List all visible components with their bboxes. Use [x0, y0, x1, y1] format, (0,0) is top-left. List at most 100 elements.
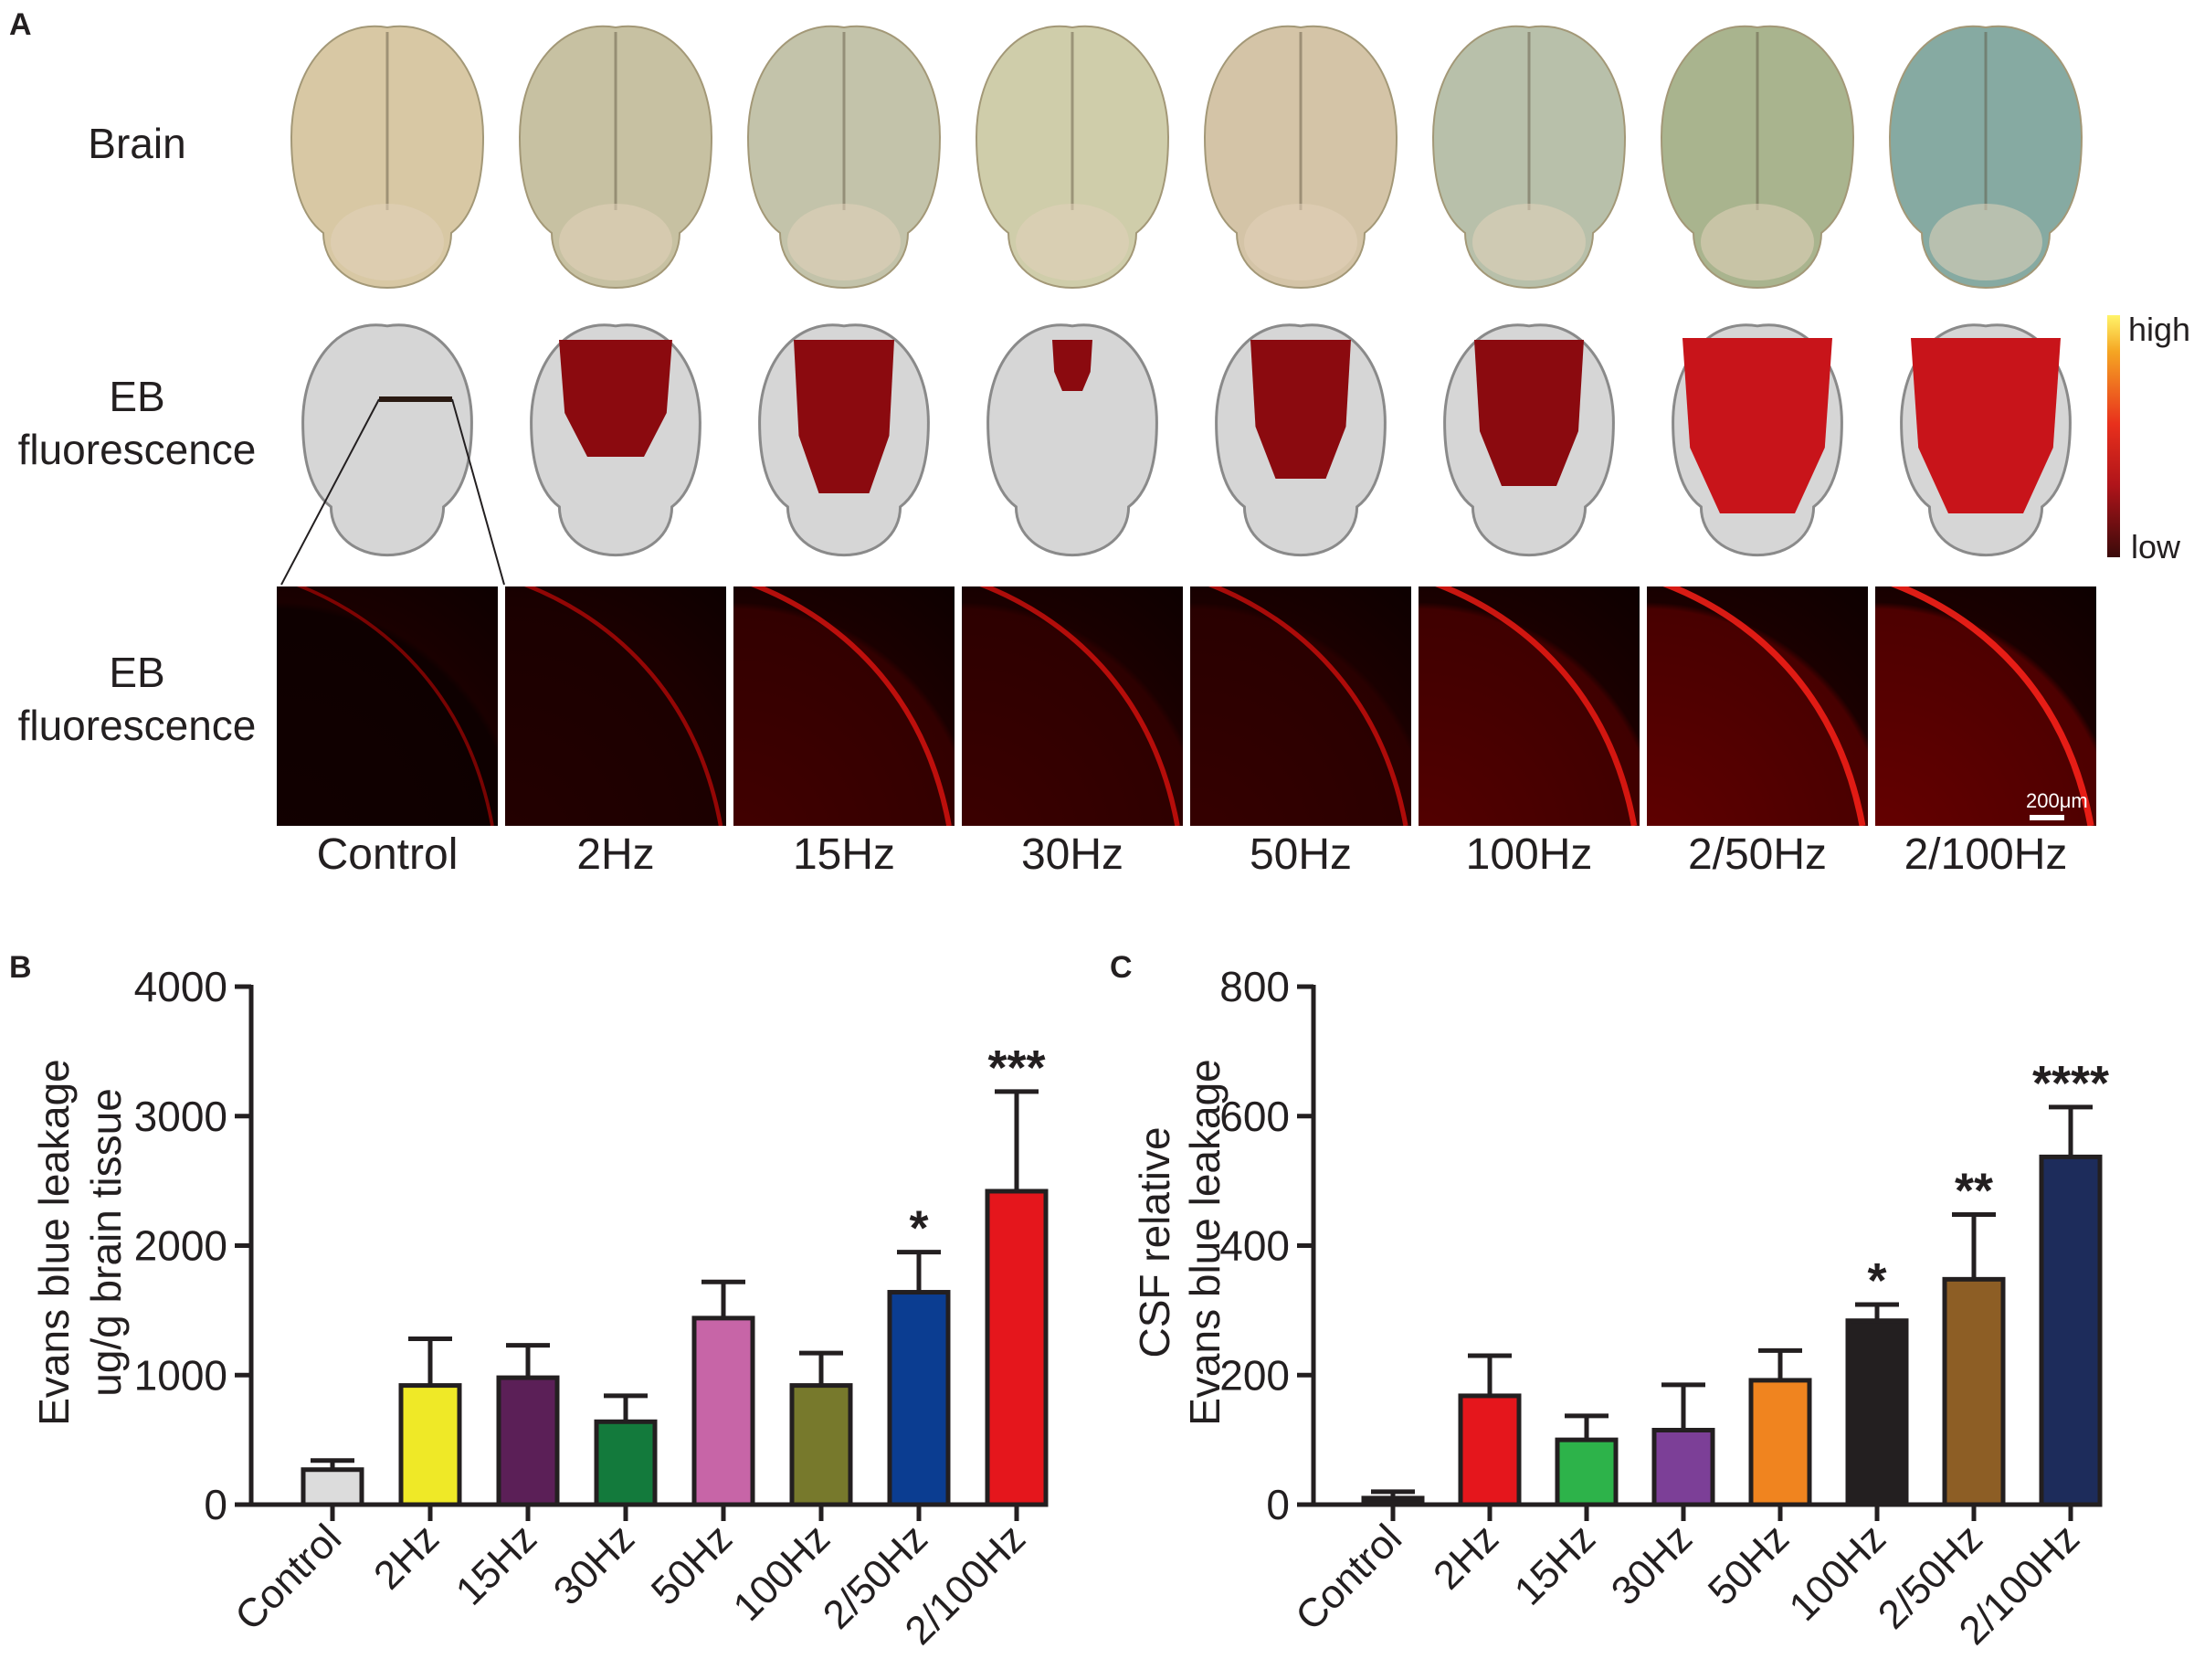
y-tick-label: 0	[204, 1481, 227, 1528]
bar	[2039, 1154, 2103, 1507]
fluorescence-section-tile	[1419, 586, 1640, 826]
eb-fluorescence-region	[1682, 338, 1832, 513]
eb-fluorescence-region	[794, 340, 894, 493]
bar	[496, 1375, 560, 1507]
bar	[985, 1189, 1049, 1507]
scale-bar	[2030, 815, 2064, 820]
x-tick-label: 2Hz	[365, 1516, 448, 1598]
group-label: 100Hz	[1465, 830, 1593, 879]
y-tick-label: 0	[1266, 1481, 1290, 1528]
group-label: 2/50Hz	[1687, 830, 1828, 879]
bar	[301, 1467, 364, 1507]
eb-fluorescence-region	[1052, 340, 1092, 391]
chart-c: 0 200 400 600 800 CSF relative Evans blue leak…	[1131, 963, 2109, 1654]
bar	[789, 1383, 853, 1507]
fluorescence-section-tile	[1190, 586, 1411, 826]
y-axis-label-line1: CSF relative	[1131, 1126, 1178, 1358]
x-tick-label: Control	[227, 1516, 350, 1639]
bar	[1651, 1427, 1715, 1507]
cortex-edge-signal	[1891, 586, 2094, 826]
row-label-eb-fluorescence-section: EB fluorescence	[17, 649, 257, 749]
y-tick-label: 1000	[134, 1351, 227, 1399]
y-axis-label-line2: Evans blue leakage	[1181, 1059, 1229, 1426]
significance-label: ****	[2032, 1056, 2109, 1111]
y-tick-label: 400	[1219, 1222, 1290, 1270]
y-tick-label: 200	[1219, 1351, 1290, 1399]
group-label: Control	[316, 830, 459, 879]
x-tick-label: 30Hz	[545, 1516, 643, 1613]
row-label-brain: Brain	[88, 120, 186, 167]
zoom-line-right	[451, 398, 505, 586]
x-tick-label: 15Hz	[448, 1516, 545, 1613]
fluorescence-section-tile	[1647, 586, 1868, 826]
scale-bar-label: 200μm	[2026, 789, 2088, 812]
panel-b-label: B	[9, 950, 32, 985]
colorbar-high-label: high	[2128, 311, 2191, 348]
fluorescence-section-tile	[277, 586, 498, 826]
fluorescence-section-tile	[962, 586, 1183, 826]
y-tick-label: 3000	[134, 1093, 227, 1140]
significance-label: *	[1867, 1253, 1886, 1308]
fluorescence-section-tile	[1875, 586, 2096, 826]
row-label-eb-fluorescence-whole: EB fluorescence	[17, 373, 257, 473]
cortex-edge-signal	[979, 586, 1180, 826]
significance-label: *	[909, 1201, 928, 1256]
cortex-edge-signal	[1208, 586, 1408, 826]
zoom-line-left	[280, 398, 380, 586]
bar	[1748, 1378, 1812, 1507]
bar	[1458, 1393, 1522, 1507]
eb-fluorescence-region	[559, 340, 672, 457]
group-label: 15Hz	[792, 830, 896, 879]
fluorescence-section-tile	[505, 586, 726, 826]
cerebellum	[1929, 204, 2042, 280]
bar	[691, 1315, 755, 1507]
cerebellum	[1472, 204, 1586, 280]
chart-b: 0 1000 2000 3000 4000 Evans blue leakage ug/g …	[30, 963, 1049, 1654]
colorbar	[2107, 315, 2120, 557]
y-tick-label: 4000	[134, 963, 227, 1010]
cerebellum	[1016, 204, 1129, 280]
y-tick-label: 2000	[134, 1222, 227, 1270]
significance-label: **	[1955, 1163, 1993, 1218]
x-tick-label: 15Hz	[1506, 1516, 1604, 1613]
cortex-edge-signal	[296, 586, 494, 826]
group-label: 2/100Hz	[1904, 830, 2068, 879]
cortex-edge-signal	[523, 586, 723, 826]
colorbar-low-label: low	[2131, 528, 2181, 565]
group-label: 50Hz	[1249, 830, 1353, 879]
cerebellum	[559, 204, 672, 280]
bar	[1845, 1318, 1909, 1507]
eb-fluorescence-region	[1250, 340, 1351, 479]
x-tick-label: Control	[1287, 1516, 1410, 1639]
x-tick-label: 2Hz	[1425, 1516, 1507, 1598]
y-axis-label-line1: Evans blue leakage	[30, 1059, 78, 1426]
fluorescence-section-tile	[733, 586, 955, 826]
y-axis-label-line2: ug/g brain tissue	[82, 1088, 130, 1397]
brain-fluorescence-base	[986, 323, 1158, 557]
bar	[887, 1290, 951, 1507]
cerebellum	[331, 204, 444, 280]
brain-fluorescence-base	[301, 323, 473, 557]
cerebellum	[1701, 204, 1814, 280]
bar	[398, 1383, 462, 1507]
zoom-lines	[280, 396, 505, 586]
group-label: 2Hz	[576, 830, 655, 879]
cerebellum	[1244, 204, 1357, 280]
bar	[1361, 1495, 1425, 1507]
bar	[1942, 1276, 2006, 1507]
cortex-edge-signal	[1435, 586, 1638, 826]
cortex-edge-signal	[1662, 586, 1866, 826]
cerebellum	[787, 204, 901, 280]
group-label: 30Hz	[1020, 830, 1124, 879]
significance-label: ***	[987, 1041, 1045, 1095]
eb-fluorescence-region	[1474, 340, 1584, 486]
bar	[1555, 1437, 1619, 1507]
bar	[594, 1419, 658, 1507]
y-tick-label: 600	[1219, 1093, 1290, 1140]
panel-a-label: A	[9, 7, 32, 42]
x-tick-label: 30Hz	[1603, 1516, 1701, 1613]
cortex-edge-signal	[751, 586, 952, 826]
y-tick-label: 800	[1219, 963, 1290, 1010]
eb-fluorescence-region	[1911, 338, 2061, 513]
panel-c-label: C	[1110, 950, 1133, 985]
